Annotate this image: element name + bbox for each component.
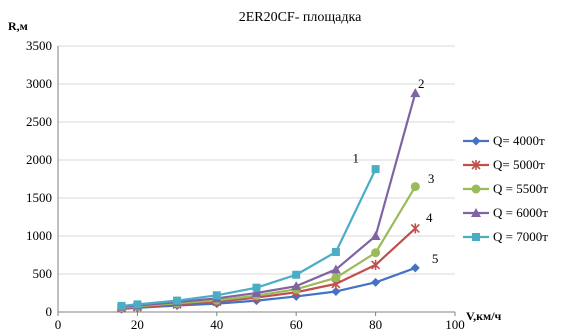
series-3-point-7 — [370, 231, 381, 240]
series-4-point-3 — [212, 291, 221, 300]
annotation-3: 4 — [426, 210, 433, 225]
legend-label-0: Q= 4000т — [493, 133, 545, 148]
series-0-point-8 — [410, 263, 420, 273]
legend-marker-2 — [471, 184, 481, 194]
series-3-point-4 — [251, 288, 262, 297]
series-4-point-5 — [292, 270, 301, 279]
legend-label-3: Q = 6000т — [493, 205, 548, 220]
annotation-0: 1 — [353, 150, 360, 165]
y-tick-label-0: 0 — [46, 304, 53, 319]
legend-label-1: Q= 5000т — [493, 157, 545, 172]
x-axis-label: V,км/ч — [466, 309, 502, 323]
x-tick-label-3: 60 — [290, 317, 303, 332]
y-tick-label-6: 3000 — [26, 76, 52, 91]
legend-marker-1 — [471, 160, 481, 170]
annotation-2: 3 — [428, 171, 435, 186]
legend-label-4: Q = 7000т — [493, 229, 548, 244]
series-3-point-6 — [330, 264, 341, 274]
y-tick-label-2: 1000 — [26, 228, 52, 243]
annotations: 1 2 3 4 5 — [353, 76, 439, 266]
legend: Q= 4000т Q= 5000т Q = 5500т Q = 6000т Q = 70… — [463, 133, 548, 244]
axes — [57, 46, 456, 316]
series-3-point-5 — [291, 281, 302, 291]
series-0-point-6 — [331, 286, 341, 296]
y-axis-label: R,м — [8, 19, 28, 33]
x-tick-label-5: 100 — [445, 317, 465, 332]
series-2-point-8 — [410, 182, 420, 192]
series-4-point-6 — [331, 247, 340, 256]
tick-labels: 0 500 1000 1500 2000 2500 3000 3500 0 20 40 60 80 100 — [26, 38, 465, 332]
series-4-point-0 — [117, 301, 126, 310]
x-tick-label-0: 0 — [55, 317, 62, 332]
y-tick-label-5: 2500 — [26, 114, 52, 129]
series-4-point-1 — [133, 300, 142, 309]
y-tick-label-4: 2000 — [26, 152, 52, 167]
series-0-point-7 — [371, 277, 381, 287]
series-line-3 — [121, 92, 417, 308]
series-2-point-6 — [331, 273, 341, 283]
x-tick-label-1: 20 — [131, 317, 144, 332]
legend-marker-0 — [471, 136, 481, 146]
series-1-point-8 — [410, 223, 420, 234]
series-line-2 — [121, 186, 417, 309]
y-tick-label-7: 3500 — [26, 38, 52, 53]
series-3-point-8 — [410, 88, 421, 98]
legend-label-2: Q = 5500т — [493, 181, 548, 196]
x-tick-label-2: 40 — [210, 317, 223, 332]
series-group — [116, 88, 421, 314]
series-4-point-7 — [371, 165, 380, 174]
series-2-point-7 — [371, 248, 381, 258]
series-4-point-2 — [173, 296, 182, 305]
chart-title: 2ER20CF- площадка — [239, 10, 362, 25]
series-1-point-7 — [371, 259, 381, 270]
annotation-4: 5 — [432, 251, 439, 266]
legend-marker-3 — [471, 208, 481, 217]
y-tick-label-1: 500 — [33, 266, 53, 281]
annotation-1: 2 — [418, 76, 425, 91]
series-line-4 — [121, 168, 377, 308]
grid — [58, 45, 455, 275]
x-tick-label-4: 80 — [369, 317, 382, 332]
series-4-point-4 — [252, 283, 261, 292]
y-tick-label-3: 1500 — [26, 190, 52, 205]
legend-marker-4 — [472, 233, 480, 241]
